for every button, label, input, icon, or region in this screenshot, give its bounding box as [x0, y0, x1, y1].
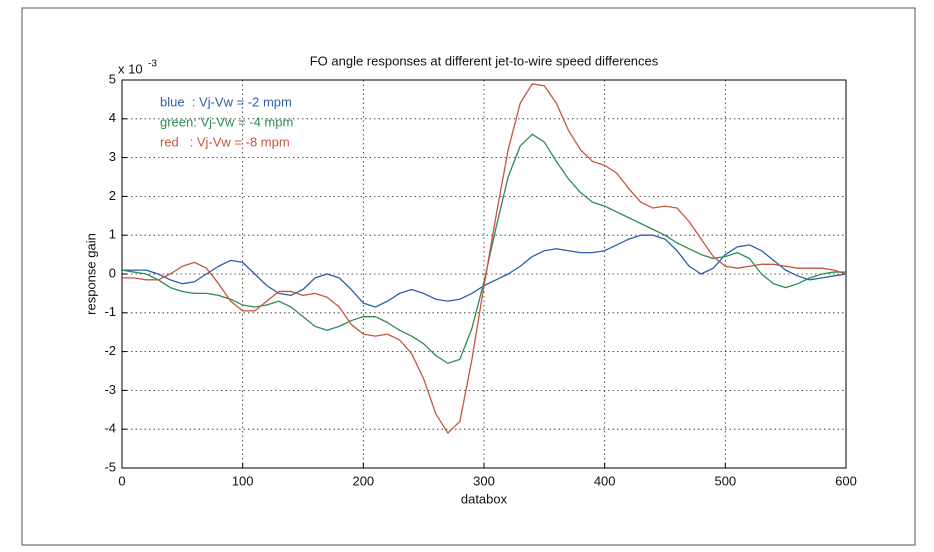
- y-tick-label: 2: [109, 188, 116, 203]
- x-tick-label: 300: [473, 473, 495, 488]
- y-tick-label: 5: [109, 71, 116, 86]
- x-tick-label: 200: [352, 473, 374, 488]
- legend-entry: green: Vj-Vw = -4 mpm: [160, 114, 293, 129]
- x-tick-label: 0: [118, 473, 125, 488]
- x-tick-label: 400: [594, 473, 616, 488]
- x-axis-label: databox: [461, 491, 508, 506]
- x-tick-label: 100: [232, 473, 254, 488]
- x-tick-label: 600: [835, 473, 857, 488]
- x-tick-label: 500: [714, 473, 736, 488]
- data-line: [121, 133, 846, 364]
- y-tick-label: -2: [104, 343, 116, 358]
- legend-entry: blue : Vj-Vw = -2 mpm: [160, 94, 292, 109]
- y-tick-label: 4: [109, 110, 116, 125]
- y-exponent-base: x 10: [118, 61, 143, 76]
- y-tick-label: -4: [104, 421, 116, 436]
- y-tick-label: 3: [109, 149, 116, 164]
- y-tick-label: -1: [104, 304, 116, 319]
- chart-title: FO angle responses at different jet-to-w…: [310, 53, 659, 68]
- legend-entry: red : Vj-Vw = -8 mpm: [160, 134, 290, 149]
- y-tick-label: 1: [109, 227, 116, 242]
- y-exponent: -3: [148, 59, 157, 70]
- y-tick-label: -5: [104, 459, 116, 474]
- y-tick-label: -3: [104, 382, 116, 397]
- y-axis-label: response gain: [83, 233, 98, 315]
- frame: [21, 7, 916, 546]
- y-tick-label: 0: [109, 265, 116, 280]
- data-line: [122, 83, 847, 434]
